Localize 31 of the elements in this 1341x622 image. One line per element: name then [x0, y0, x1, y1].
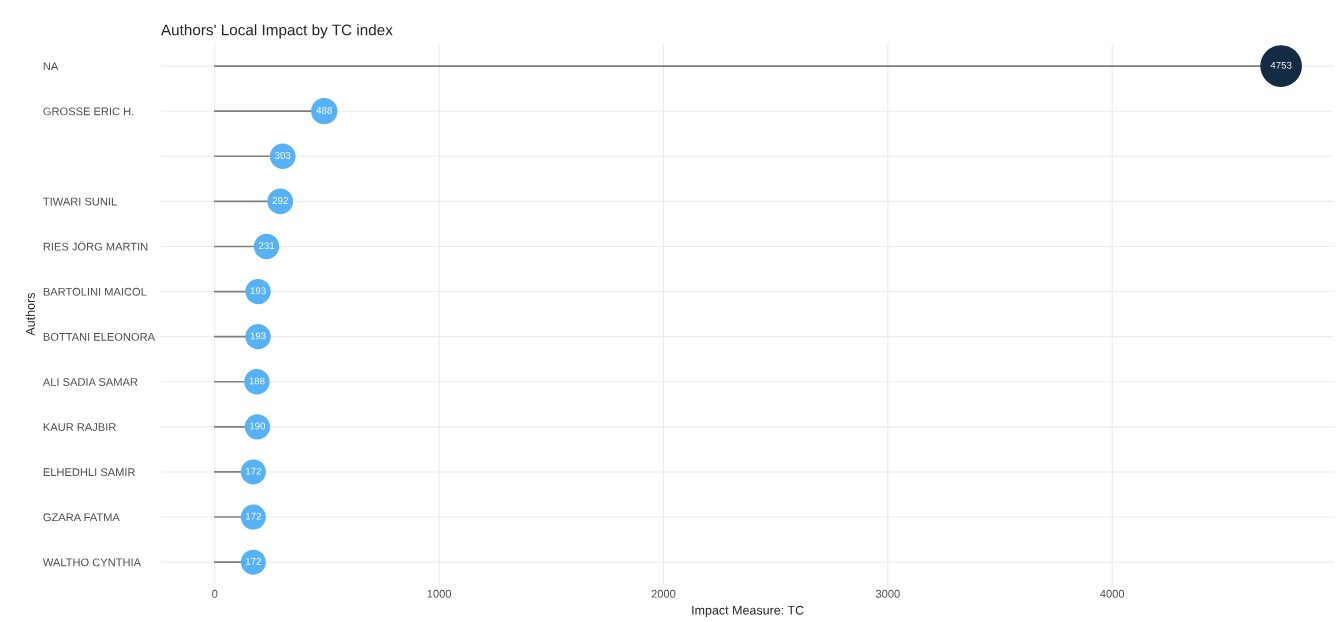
x-tick-label: 3000	[875, 589, 900, 598]
data-label: 193	[250, 332, 266, 340]
x-axis-title: Impact Measure: TC	[692, 605, 804, 618]
x-tick-label: 1000	[427, 589, 452, 598]
data-label: 193	[250, 287, 266, 295]
y-tick-label: KAUR RAJBIR	[43, 423, 116, 431]
data-label: 4753	[1270, 61, 1292, 69]
y-tick-label: GZARA FATMA	[43, 513, 120, 522]
y-tick-label: NA	[43, 62, 59, 71]
data-label: 172	[245, 467, 261, 475]
data-label: 188	[249, 377, 265, 385]
x-tick-label: 4000	[1100, 589, 1125, 598]
y-tick-label: BARTOLINI MAICOL	[43, 287, 147, 296]
data-label: 488	[316, 106, 332, 114]
y-tick-label: BOTTANI ELEONORA	[43, 332, 156, 341]
y-tick-label: ELHEDHLI SAMIR	[43, 468, 135, 477]
data-label: 172	[245, 557, 261, 565]
x-tick-label: 0	[212, 589, 218, 598]
y-tick-label: RIES JÖRG MARTIN	[43, 241, 148, 251]
y-tick-label: GROSSE ERIC H.	[43, 107, 134, 116]
y-tick-label: TIWARI SUNIL	[43, 197, 117, 206]
data-label: 303	[275, 152, 291, 159]
data-label: 190	[250, 422, 266, 430]
y-tick-label: WALTHO CYNTHIA	[42, 558, 141, 567]
y-axis-title: Authors	[25, 293, 35, 336]
data-label: 172	[245, 512, 261, 520]
data-label: 231	[258, 242, 275, 250]
data-label: 292	[272, 197, 288, 204]
y-tick-label: ALI SADIA SAMAR	[42, 378, 138, 386]
chart-title: Authors' Local Impact by TC index	[160, 24, 393, 39]
x-tick-label: 2000	[651, 589, 676, 598]
